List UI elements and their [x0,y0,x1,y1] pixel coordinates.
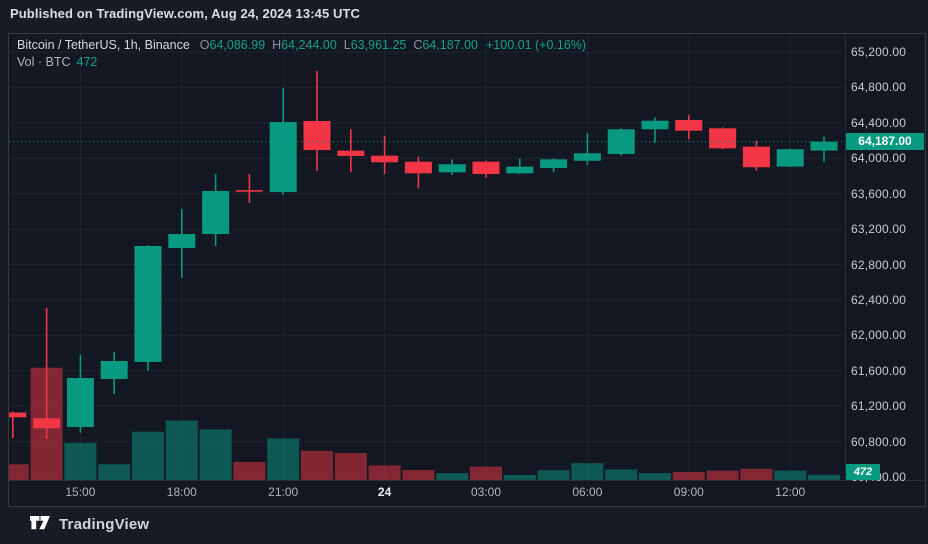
volume-bar [740,468,773,480]
time-axis-label: 12:00 [775,485,806,499]
low-label: L [343,38,351,52]
close-value: 64,187.00 [422,38,478,52]
price-axis-label: 60,800.00 [851,434,907,449]
chart-frame: Bitcoin / TetherUS, 1h, Binance O64,086.9… [8,33,926,507]
time-axis[interactable] [9,480,925,506]
candle-body [641,120,669,130]
tradingview-logo-icon[interactable] [30,516,51,532]
candle-body [168,234,196,249]
volume-bar [672,472,705,480]
candle-body [303,120,331,151]
candle-body [810,141,838,151]
volume-row: Vol · BTC 472 [17,55,586,69]
candle-body [404,161,432,174]
volume-label[interactable]: Vol · BTC [17,55,71,69]
candlestick-chart[interactable] [9,34,845,480]
price-axis-label: 63,200.00 [851,222,907,237]
footer-bar: TradingView [30,513,149,535]
price-axis-label: 62,800.00 [851,257,907,272]
time-axis-label: 15:00 [65,485,96,499]
volume-bar [402,470,435,480]
open-value: 64,086.99 [209,38,266,52]
open-label: O [199,38,210,52]
price-axis-label: 62,000.00 [851,328,907,343]
candle-body [337,150,365,156]
volume-bar [199,429,232,480]
published-text: Published on TradingView.com, Aug 24, 20… [10,6,361,21]
time-axis-label: 03:00 [470,485,502,499]
candle-body [9,412,27,418]
candle-body [506,166,534,174]
volume-value: 472 [76,55,98,69]
volume-bar [267,438,300,480]
price-axis-label: 62,400.00 [851,292,907,307]
tradingview-brand-text[interactable]: TradingView [59,515,150,533]
last-volume-badge: 472 [846,464,880,480]
volume-bar [537,470,570,480]
candle-body [540,159,568,168]
volume-bar [165,420,198,480]
price-axis-label: 64,800.00 [851,80,907,95]
volume-bar [368,465,401,480]
candle-body [371,155,399,163]
price-axis-label: 64,400.00 [851,115,907,130]
price-axis-label: 63,600.00 [851,186,907,201]
volume-bar [470,466,502,480]
price-axis-separator [845,34,846,480]
price-axis-label: 64,000.00 [851,151,907,166]
close-label: C [413,38,423,52]
price-axis-label: 61,600.00 [851,363,907,378]
candle-body [776,149,804,167]
time-axis-label: 21:00 [268,485,299,499]
volume-bar [639,473,671,480]
volume-bar [301,450,333,480]
volume-bar [808,474,840,480]
price-axis-label: 61,200.00 [851,399,907,414]
time-axis-label: 09:00 [673,485,704,499]
time-axis-label: 24 [377,485,392,499]
candle-body [742,146,770,168]
candle-body [438,164,466,173]
candle-body [709,128,737,149]
volume-bar [503,474,536,480]
candle-body [33,418,61,429]
candle-body [134,245,162,362]
volume-bar [233,462,266,480]
time-axis-label: 06:00 [572,485,603,499]
candle-body [269,122,297,192]
volume-bar [605,469,638,480]
time-axis-label: 18:00 [166,485,197,499]
price-axis-label: 65,200.00 [851,45,907,59]
candle-body [235,190,263,192]
candle-body [472,161,500,175]
candle-body [675,120,703,131]
volume-bar [774,470,807,480]
candle-body [66,378,94,427]
symbol-title[interactable]: Bitcoin / TetherUS, 1h, Binance [17,38,190,52]
high-value: 64,244.00 [281,38,337,52]
chart-legend: Bitcoin / TetherUS, 1h, Binance O64,086.9… [17,38,586,69]
volume-bar [132,431,164,480]
volume-bar [571,463,604,480]
candle-body [573,153,601,161]
low-value: 63,961.25 [350,38,407,52]
published-bar: Published on TradingView.com, Aug 24, 20… [10,6,360,21]
candle-body [100,361,128,379]
volume-bar [436,473,469,480]
candle-body [202,191,230,235]
symbol-row: Bitcoin / TetherUS, 1h, Binance O64,086.9… [17,38,586,52]
volume-bar [9,464,29,480]
volume-bar [64,442,97,480]
volume-bar [334,453,367,480]
last-price-badge: 64,187.00 [846,133,924,151]
high-label: H [272,38,282,52]
volume-bar [706,470,739,480]
change-value: +100.01 (+0.16%) [485,38,587,52]
volume-bar [98,464,131,480]
